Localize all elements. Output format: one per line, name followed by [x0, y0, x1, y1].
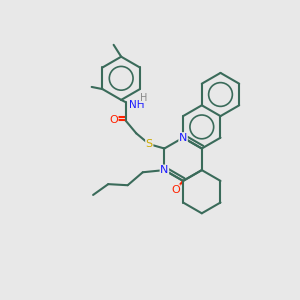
Text: O: O [109, 116, 118, 125]
Text: H: H [140, 93, 147, 103]
Text: N: N [160, 165, 169, 175]
Text: N: N [179, 133, 187, 143]
Text: NH: NH [129, 100, 145, 110]
Text: S: S [146, 139, 153, 149]
Text: O: O [171, 185, 180, 195]
